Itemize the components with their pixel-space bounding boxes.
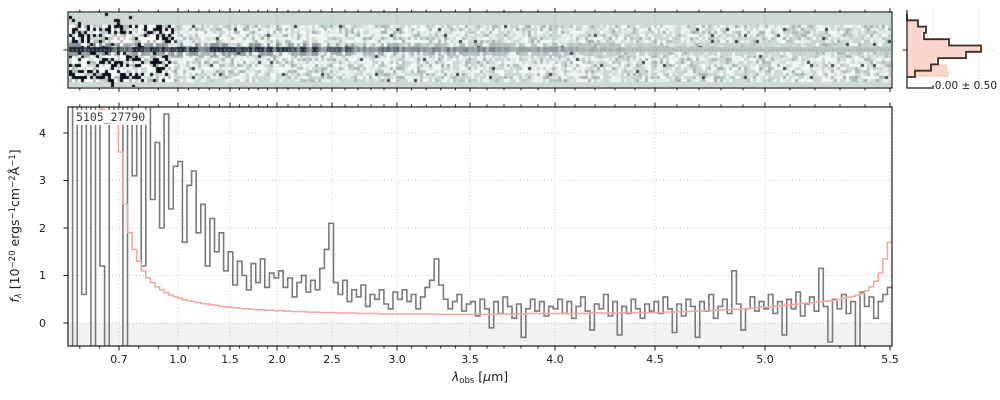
flux-step-line (71, 107, 892, 346)
x-tick-label: 1.0 (169, 353, 187, 366)
profile-stat-label: -0.00 ± 0.50 (931, 80, 998, 92)
below-zero-band (68, 323, 892, 346)
x-label-open: [ (474, 369, 484, 384)
x-label-subscript: obs (459, 376, 475, 386)
y-tick-label: 4 (39, 126, 46, 140)
y-label-unit3: Å (7, 166, 22, 176)
uncertainty-step-line (99, 107, 892, 316)
spectrum-1d-frame (67, 106, 893, 347)
histogram-axis (906, 10, 934, 89)
x-tick-label: 3.5 (461, 353, 479, 366)
flux-symbol: f (7, 298, 22, 303)
y-tick-label: 1 (39, 269, 46, 282)
x-tick-label: 2.5 (323, 353, 341, 366)
y-tick-label: 2 (39, 221, 46, 235)
x-tick-label: 4.0 (546, 353, 564, 366)
x-tick-label: 4.5 (646, 353, 664, 366)
y-label-subscript: λ (14, 293, 24, 299)
lambda-symbol: λ (451, 369, 460, 384)
source-id-label: 5105_27790 (74, 110, 148, 125)
x-tick-label: 5.0 (756, 353, 774, 366)
y-axis-label: fλ [10−20 ergs−1cm−2Å−1] (7, 101, 25, 351)
profile-histogram-fill (907, 14, 979, 77)
x-tick-label: 5.5 (881, 353, 899, 366)
x-axis-label: λobs [μm] (380, 369, 580, 386)
x-label-close: m] (491, 369, 509, 384)
y-label-exp2: −2 (8, 175, 18, 188)
y-tick-label: 3 (39, 174, 46, 187)
x-tick-label: 0.7 (110, 353, 128, 366)
y-label-close: ] (7, 149, 22, 155)
y-label-exp1: −1 (8, 206, 18, 220)
y-tick-label: 0 (39, 316, 46, 330)
y-label-exp3: −1 (8, 154, 18, 167)
x-tick-label: 1.5 (221, 353, 239, 366)
y-label-unit1: ergs (7, 219, 22, 251)
x-tick-label: 3.0 (388, 353, 406, 366)
y-label-exp0: −20 (8, 250, 18, 269)
profile-histogram-step (906, 14, 982, 78)
x-tick-label: 2.0 (268, 353, 286, 366)
y-label-unit2: cm (7, 187, 22, 207)
mu-symbol: μ (483, 369, 492, 384)
y-label-open: [10 (7, 268, 22, 294)
